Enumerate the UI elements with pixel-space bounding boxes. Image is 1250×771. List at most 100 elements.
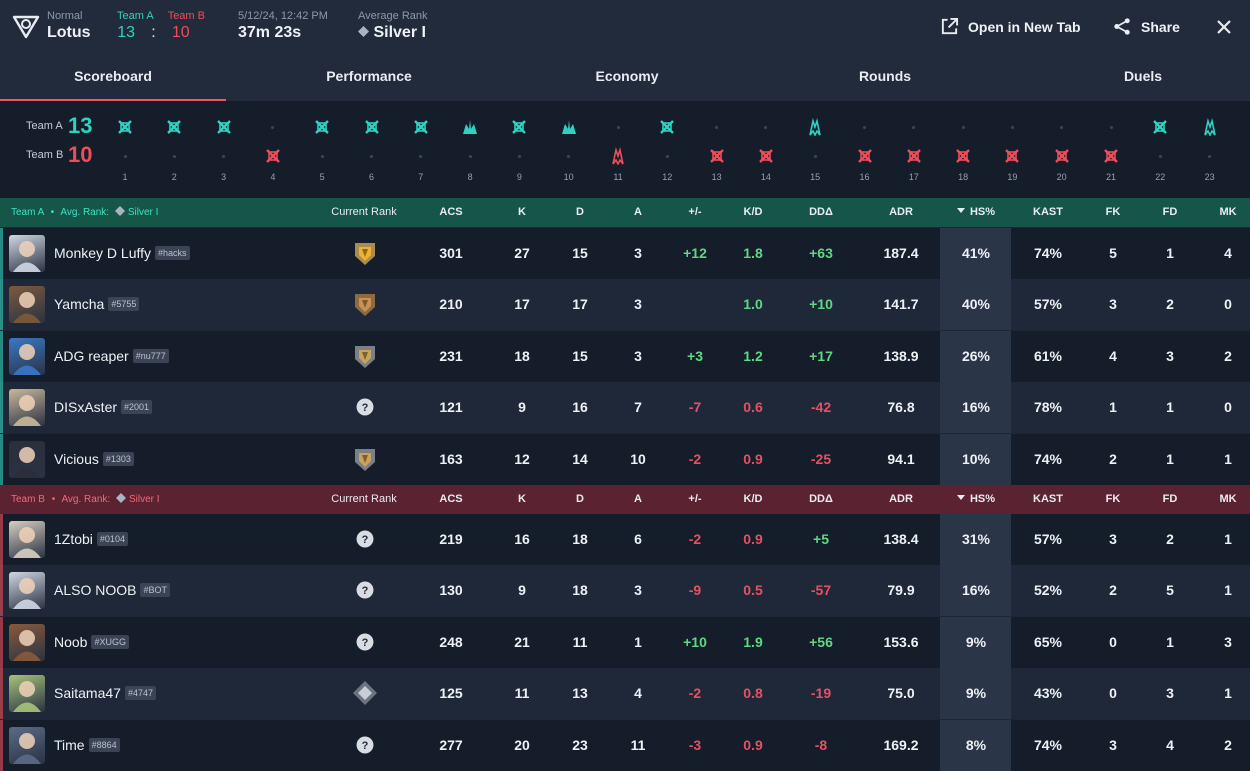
column-header-adr[interactable]: ADR	[871, 198, 931, 227]
player-row[interactable]: DISxAster #2001? 121 9 16 7 -7 0.6 -42 76.8 16% 78%…	[0, 382, 1250, 434]
column-header-kast[interactable]: KAST	[1018, 198, 1078, 227]
column-header-mk[interactable]: MK	[1208, 485, 1248, 514]
elimination-round-icon[interactable]	[905, 147, 923, 165]
column-header-mk[interactable]: MK	[1208, 198, 1248, 227]
elimination-round-icon[interactable]	[1102, 147, 1120, 165]
mode-label: Normal	[47, 10, 83, 22]
column-header-dda[interactable]: DDΔ	[796, 485, 846, 514]
column-header-plus-minus[interactable]: +/-	[670, 485, 720, 514]
close-icon[interactable]	[1214, 17, 1234, 37]
elimination-round-icon[interactable]	[363, 118, 381, 136]
player-name-block[interactable]: Saitama47 #4747	[54, 668, 156, 719]
column-header-fd[interactable]: FD	[1150, 485, 1190, 514]
player-row[interactable]: Monkey D Luffy #hacks 301 27 15 3 +12 1.8 +63 187…	[0, 228, 1250, 279]
open-new-tab-button[interactable]: Open in New Tab	[940, 17, 1081, 36]
elimination-round-icon[interactable]	[165, 118, 183, 136]
elimination-round-icon[interactable]	[856, 147, 874, 165]
elimination-round-icon[interactable]	[510, 118, 528, 136]
column-header-current-rank[interactable]: Current Rank	[324, 198, 404, 227]
tab-economy[interactable]: Economy	[595, 68, 659, 84]
avg-rank-label: Average Rank	[358, 10, 428, 22]
column-header-fk[interactable]: FK	[1093, 485, 1133, 514]
player-name-block[interactable]: 1Ztobi #0104	[54, 514, 128, 565]
column-header-kd[interactable]: K/D	[728, 485, 778, 514]
player-row[interactable]: Saitama47 #4747 125 11 13 4 -2 0.8 -19 75.0 9% 43% 0…	[0, 668, 1250, 720]
elimination-round-icon[interactable]	[264, 147, 282, 165]
teamA-score: 13	[117, 24, 135, 41]
player-row[interactable]: 1Ztobi #0104? 219 16 18 6 -2 0.9 +5 138.4 31% 57% 3 2…	[0, 514, 1250, 565]
elimination-round-icon[interactable]	[313, 118, 331, 136]
stat-a: 4	[634, 685, 642, 702]
player-name-block[interactable]: Monkey D Luffy #hacks	[54, 228, 190, 279]
stat-k: 11	[514, 685, 530, 702]
column-header-kd[interactable]: K/D	[728, 198, 778, 227]
elimination-round-icon[interactable]	[757, 147, 775, 165]
share-icon	[1114, 18, 1130, 35]
detonate-round-icon[interactable]	[560, 118, 578, 136]
elimination-round-icon[interactable]	[1151, 118, 1169, 136]
unranked-icon: ?	[352, 629, 378, 656]
detonate-round-icon[interactable]	[461, 118, 479, 136]
player-row[interactable]: Time #8864? 277 20 23 11 -3 0.9 -8 169.2 8% 74% 3 4 2	[0, 719, 1250, 771]
column-header-a[interactable]: A	[618, 485, 658, 514]
stat-a: 3	[634, 582, 642, 599]
elimination-round-icon[interactable]	[658, 118, 676, 136]
player-row[interactable]: Yamcha #5755 210 17 17 3 1.0 +10 141.7 40% 57% 3 2 0	[0, 279, 1250, 331]
elimination-round-icon[interactable]	[215, 118, 233, 136]
column-header-hs[interactable]: HS%	[946, 485, 1006, 514]
unranked-icon: ?	[352, 732, 378, 759]
player-name-block[interactable]: ALSO NOOB #BOT	[54, 565, 170, 616]
elimination-round-icon[interactable]	[412, 118, 430, 136]
column-header-current-rank[interactable]: Current Rank	[324, 485, 404, 514]
column-header-acs[interactable]: ACS	[426, 198, 476, 227]
player-name-block[interactable]: DISxAster #2001	[54, 382, 153, 433]
column-header-d[interactable]: D	[560, 198, 600, 227]
player-row[interactable]: ALSO NOOB #BOT? 130 9 18 3 -9 0.5 -57 79.9 16% 52% 2…	[0, 565, 1250, 617]
column-header-k[interactable]: K	[502, 485, 542, 514]
column-header-hs[interactable]: HS%	[946, 198, 1006, 227]
stat-acs: 248	[439, 633, 463, 650]
player-name-block[interactable]: ADG reaper #nu777	[54, 331, 169, 382]
player-row[interactable]: Noob #XUGG? 248 21 11 1 +10 1.9 +56 153.6 9% 65% 0 1 3	[0, 616, 1250, 668]
column-header-fd[interactable]: FD	[1150, 198, 1190, 227]
round-number: 13	[711, 172, 722, 182]
defuse-round-icon[interactable]	[1201, 118, 1219, 136]
column-header-plus-minus[interactable]: +/-	[670, 198, 720, 227]
player-name-block[interactable]: Vicious #1303	[54, 434, 134, 485]
defuse-round-icon[interactable]	[609, 147, 627, 165]
teamA-summary: Team A • Avg. Rank: Silver I	[11, 206, 159, 218]
player-row[interactable]: Vicious #1303 163 12 14 10 -2 0.9 -25 94.1 10% 74% 2…	[0, 433, 1250, 485]
round-number: 19	[1007, 172, 1018, 182]
column-header-fk[interactable]: FK	[1093, 198, 1133, 227]
column-header-k[interactable]: K	[502, 198, 542, 227]
round-number: 15	[810, 172, 821, 182]
elimination-round-icon[interactable]	[116, 118, 134, 136]
stat-fd: 1	[1166, 399, 1174, 416]
column-header-kast[interactable]: KAST	[1018, 485, 1078, 514]
elimination-round-icon[interactable]	[1003, 147, 1021, 165]
player-row[interactable]: ADG reaper #nu777 231 18 15 3 +3 1.2 +17 138.9 26%…	[0, 330, 1250, 382]
tab-rounds[interactable]: Rounds	[858, 68, 912, 84]
player-name: ADG reaper	[54, 347, 129, 364]
player-name-block[interactable]: Yamcha #5755	[54, 279, 140, 330]
agent-avatar	[9, 675, 45, 713]
round-empty-marker	[1208, 155, 1212, 158]
column-header-acs[interactable]: ACS	[426, 485, 476, 514]
elimination-round-icon[interactable]	[1053, 147, 1071, 165]
stat-mk: 2	[1224, 736, 1232, 753]
player-name-block[interactable]: Time #8864	[54, 720, 120, 771]
share-button[interactable]: Share	[1113, 17, 1180, 36]
tab-scoreboard[interactable]: Scoreboard	[0, 52, 226, 101]
elimination-round-icon[interactable]	[954, 147, 972, 165]
column-header-d[interactable]: D	[560, 485, 600, 514]
column-header-a[interactable]: A	[618, 198, 658, 227]
sort-desc-icon	[956, 495, 965, 500]
tab-performance[interactable]: Performance	[326, 68, 412, 84]
column-header-dda[interactable]: DDΔ	[796, 198, 846, 227]
stat-d: 18	[572, 531, 588, 547]
tab-duels[interactable]: Duels	[1123, 68, 1163, 84]
player-name-block[interactable]: Noob #XUGG	[54, 617, 129, 668]
defuse-round-icon[interactable]	[806, 118, 824, 136]
elimination-round-icon[interactable]	[708, 147, 726, 165]
column-header-adr[interactable]: ADR	[871, 485, 931, 514]
